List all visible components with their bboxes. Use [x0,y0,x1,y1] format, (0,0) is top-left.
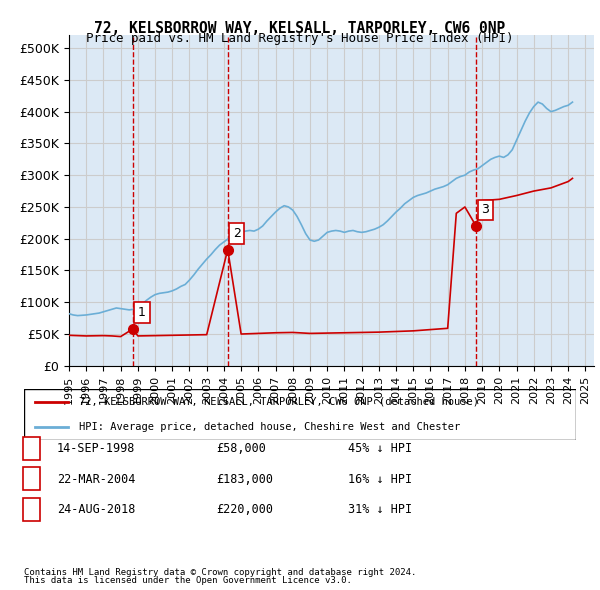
Text: Price paid vs. HM Land Registry's House Price Index (HPI): Price paid vs. HM Land Registry's House … [86,32,514,45]
Text: 3: 3 [28,503,35,516]
Text: 14-SEP-1998: 14-SEP-1998 [57,442,136,455]
Text: 22-MAR-2004: 22-MAR-2004 [57,473,136,486]
Text: This data is licensed under the Open Government Licence v3.0.: This data is licensed under the Open Gov… [24,576,352,585]
Text: 1: 1 [138,306,146,319]
Text: 24-AUG-2018: 24-AUG-2018 [57,503,136,516]
Text: HPI: Average price, detached house, Cheshire West and Chester: HPI: Average price, detached house, Ches… [79,422,460,432]
Text: £183,000: £183,000 [216,473,273,486]
Text: Contains HM Land Registry data © Crown copyright and database right 2024.: Contains HM Land Registry data © Crown c… [24,568,416,577]
Text: 2: 2 [233,227,241,240]
Text: 72, KELSBORROW WAY, KELSALL, TARPORLEY, CW6 0NP: 72, KELSBORROW WAY, KELSALL, TARPORLEY, … [94,21,506,35]
Text: 1: 1 [28,441,35,455]
Text: 31% ↓ HPI: 31% ↓ HPI [348,503,412,516]
Text: 45% ↓ HPI: 45% ↓ HPI [348,442,412,455]
Text: 16% ↓ HPI: 16% ↓ HPI [348,473,412,486]
Text: £220,000: £220,000 [216,503,273,516]
Text: £58,000: £58,000 [216,442,266,455]
Text: 3: 3 [481,204,489,217]
Text: 2: 2 [28,472,35,486]
Text: 72, KELSBORROW WAY, KELSALL, TARPORLEY, CW6 0NP (detached house): 72, KELSBORROW WAY, KELSALL, TARPORLEY, … [79,397,479,407]
